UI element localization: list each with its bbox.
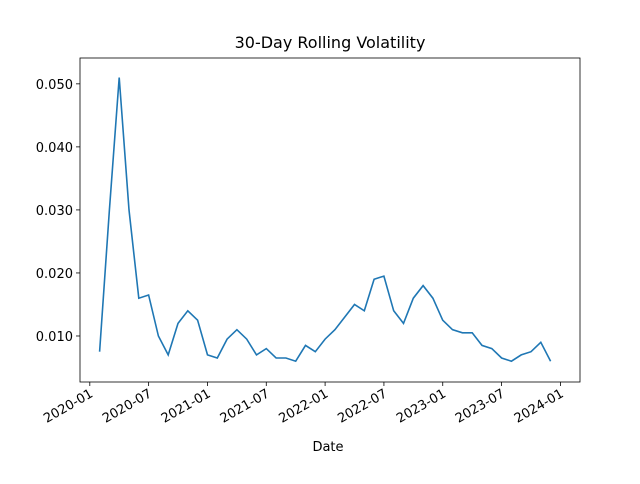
- y-tick-label: 0.040: [36, 141, 73, 156]
- x-tick-label: 2023-07: [453, 386, 508, 426]
- x-tick-label: 2022-01: [277, 386, 332, 426]
- y-tick-label: 0.050: [36, 78, 73, 93]
- y-tick-label: 0.020: [36, 267, 73, 282]
- y-tick-label: 0.010: [36, 330, 73, 345]
- x-axis-label: Date: [312, 440, 343, 455]
- y-tick-label: 0.030: [36, 204, 73, 219]
- x-tick-label: 2021-07: [218, 386, 273, 426]
- x-tick-label: 2020-07: [100, 386, 155, 426]
- series-line: [98, 77, 552, 363]
- x-tick-label: 2020-01: [41, 386, 96, 426]
- x-tick-label: 2024-01: [512, 386, 567, 426]
- x-tick-label: 2021-01: [159, 386, 214, 426]
- x-tick-label: 2023-01: [394, 386, 449, 426]
- plot-frame: [79, 57, 581, 383]
- chart-title: 30-Day Rolling Volatility: [235, 33, 426, 52]
- x-tick-label: 2022-07: [335, 386, 390, 426]
